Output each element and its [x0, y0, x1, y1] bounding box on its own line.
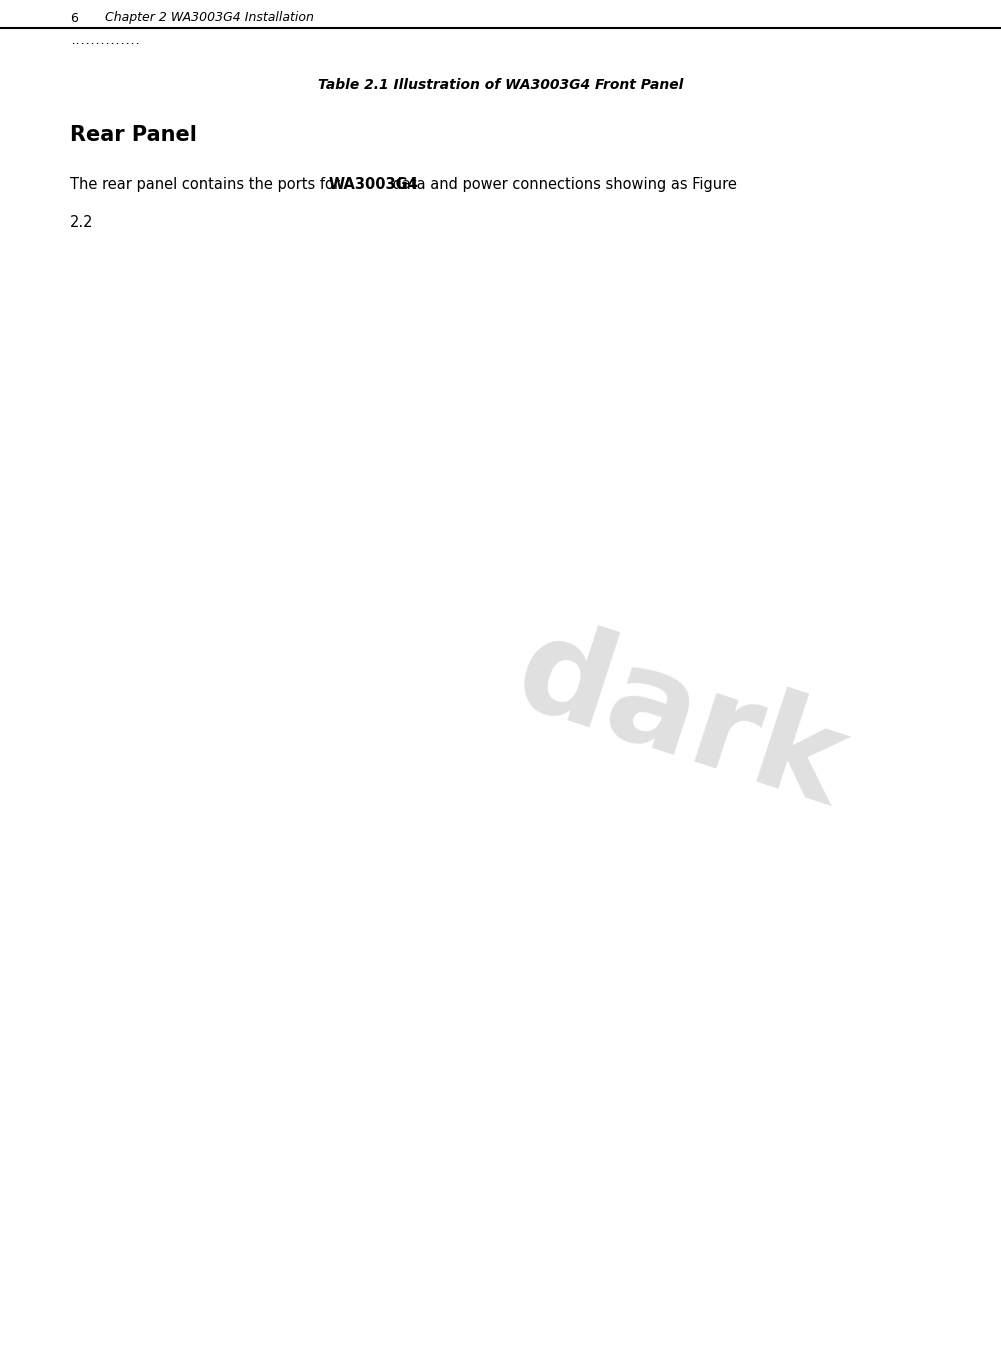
Text: Rear Panel: Rear Panel — [70, 126, 197, 145]
Text: 6: 6 — [70, 11, 78, 25]
Text: ..............: .............. — [70, 37, 140, 46]
Text: data and power connections showing as Figure: data and power connections showing as Fi… — [387, 177, 737, 192]
Text: 2.2: 2.2 — [70, 216, 93, 229]
Text: WA3003G4: WA3003G4 — [328, 177, 418, 192]
Text: Table 2.1 Illustration of WA3003G4 Front Panel: Table 2.1 Illustration of WA3003G4 Front… — [317, 78, 684, 91]
Text: The rear panel contains the ports for: The rear panel contains the ports for — [70, 177, 344, 192]
Text: dark: dark — [500, 607, 860, 833]
Text: Chapter 2 WA3003G4 Installation: Chapter 2 WA3003G4 Installation — [105, 11, 314, 25]
